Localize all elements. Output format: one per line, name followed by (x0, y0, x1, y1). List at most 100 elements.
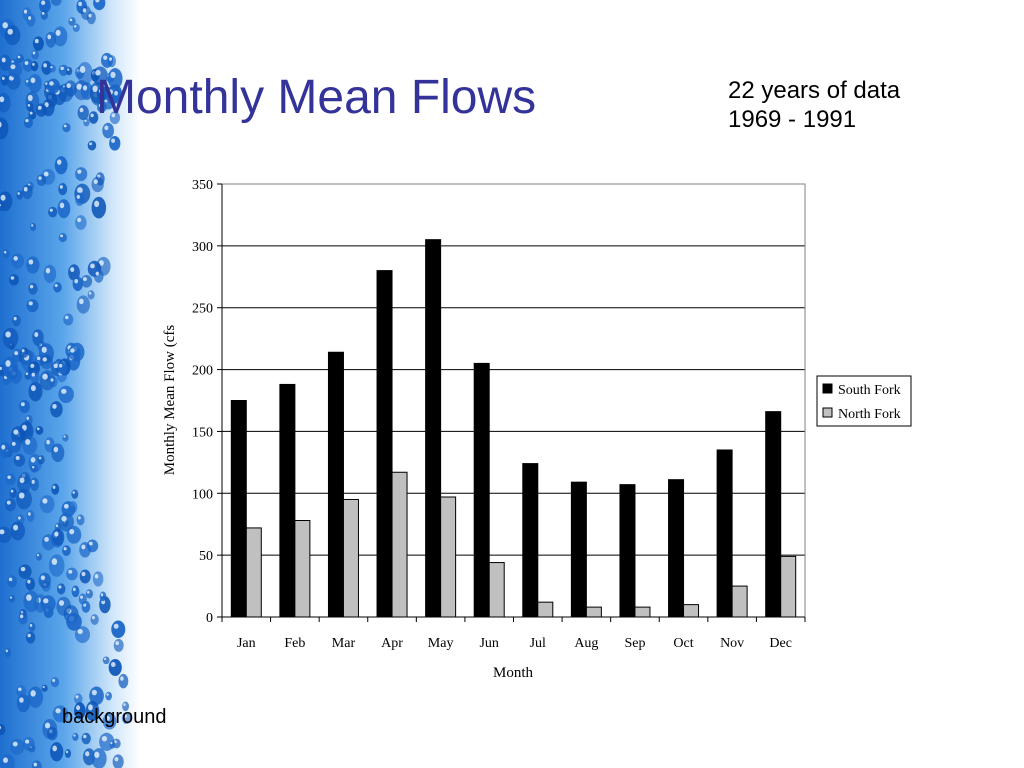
water-drop (50, 0, 62, 6)
water-drop-highlight (25, 372, 29, 376)
y-tick-label: 0 (206, 611, 213, 626)
water-drop-highlight (18, 492, 25, 499)
x-tick-label: Oct (673, 636, 693, 651)
water-drop-highlight (30, 457, 36, 463)
water-drop-highlight (17, 192, 20, 195)
water-drops-background (0, 0, 140, 768)
water-drop-highlight (17, 516, 21, 520)
bar-south-fork-oct (668, 479, 685, 618)
water-drop-highlight (85, 751, 90, 757)
water-drop-highlight (28, 16, 32, 20)
water-drop-highlight (113, 623, 119, 629)
water-drop-highlight (23, 187, 28, 192)
water-drop-highlight (110, 741, 113, 745)
bar-north-fork-oct (683, 604, 700, 618)
water-drop-highlight (25, 739, 30, 744)
water-drop-highlight (2, 22, 8, 29)
water-drop-highlight (19, 614, 24, 619)
water-drop-highlight (4, 250, 7, 254)
water-drop-highlight (33, 762, 38, 767)
water-drop-highlight (27, 104, 31, 107)
water-drop-highlight (50, 66, 53, 69)
bar-south-fork-jun (473, 362, 490, 618)
water-drop-highlight (106, 693, 109, 696)
x-tick-label: Jul (530, 636, 546, 651)
bar-south-fork-sep (619, 484, 636, 618)
water-drop-highlight (54, 283, 58, 288)
water-drop-highlight (30, 77, 36, 84)
water-drop-highlight (50, 378, 54, 382)
water-drop-highlight (24, 61, 29, 65)
water-drop-highlight (70, 348, 75, 353)
water-drop-highlight (59, 363, 63, 368)
chart-ticks: 0 50 100 150 200 250 300 350 Jan Feb Mar Apr May Jun J… (192, 178, 806, 651)
water-drop-highlight (95, 69, 101, 76)
water-drop-highlight (31, 372, 35, 377)
water-drop-highlight (64, 315, 69, 320)
water-drop-highlight (0, 194, 6, 201)
water-drop-highlight (69, 18, 73, 22)
water-drop-highlight (115, 641, 119, 646)
water-drop-highlight (52, 403, 57, 409)
water-drop-highlight (94, 751, 100, 758)
water-drop-highlight (0, 529, 5, 535)
water-drop-highlight (38, 456, 42, 460)
legend-label-north-fork: North Fork (838, 407, 901, 422)
water-drop-highlight (91, 616, 95, 620)
water-drop-highlight (60, 234, 64, 238)
water-drop-highlight (36, 356, 41, 361)
water-drop-highlight (19, 697, 24, 703)
water-drop-highlight (77, 169, 82, 174)
footer-note: background (62, 706, 167, 728)
x-tick-label: Feb (284, 636, 305, 651)
water-drop-highlight (78, 516, 81, 520)
water-drop-highlight (49, 81, 54, 86)
x-tick-label: Nov (720, 636, 744, 651)
water-drop-highlight (37, 105, 42, 110)
water-drop-highlight (32, 62, 35, 66)
y-tick-label: 50 (199, 549, 213, 564)
water-drop-highlight (86, 590, 90, 594)
water-drop-highlight (30, 363, 35, 368)
water-drop-highlight (6, 500, 11, 505)
water-drop-highlight (15, 456, 20, 460)
water-drop-highlight (111, 138, 116, 143)
water-drop-highlight (27, 94, 33, 101)
water-drop-highlight (95, 271, 99, 276)
water-drop-highlight (28, 301, 33, 306)
water-drop-highlight (109, 57, 112, 61)
water-drop-highlight (26, 416, 30, 420)
x-tick-label: Apr (381, 636, 403, 651)
water-drop-highlight (0, 96, 5, 103)
water-drop-highlight (38, 176, 42, 180)
water-drop-highlight (26, 594, 32, 601)
water-drop-highlight (79, 65, 86, 74)
water-drop (0, 723, 6, 736)
y-tick-label: 150 (192, 425, 213, 440)
bar-south-fork-apr (376, 270, 393, 618)
water-drop-highlight (18, 687, 22, 692)
water-drop-highlight (0, 726, 2, 730)
water-drop-highlight (104, 125, 109, 131)
water-drop-highlight (45, 267, 51, 274)
water-drop-highlight (17, 55, 21, 59)
water-drop-highlight (76, 705, 81, 711)
x-axis-label: Month (493, 665, 534, 681)
water-drop-highlight (42, 498, 48, 504)
water-drop-highlight (60, 66, 64, 71)
water-drop-highlight (7, 28, 13, 35)
water-drop (0, 202, 5, 212)
y-axis-label: Monthly Mean Flow (cfs (162, 325, 178, 476)
water-drop-highlight (94, 574, 99, 579)
water-drop-highlight (98, 103, 103, 108)
water-drop-highlight (0, 366, 2, 371)
water-drop-highlight (98, 260, 104, 266)
y-tick-label: 350 (192, 178, 213, 193)
water-drop-highlight (58, 585, 62, 589)
water-drop-highlight (10, 64, 16, 70)
water-drop-highlight (65, 750, 69, 754)
water-drop-highlight (5, 331, 11, 338)
bar-north-fork-apr (391, 471, 408, 618)
water-drop-highlight (81, 571, 86, 577)
water-drop-highlight (7, 475, 11, 479)
